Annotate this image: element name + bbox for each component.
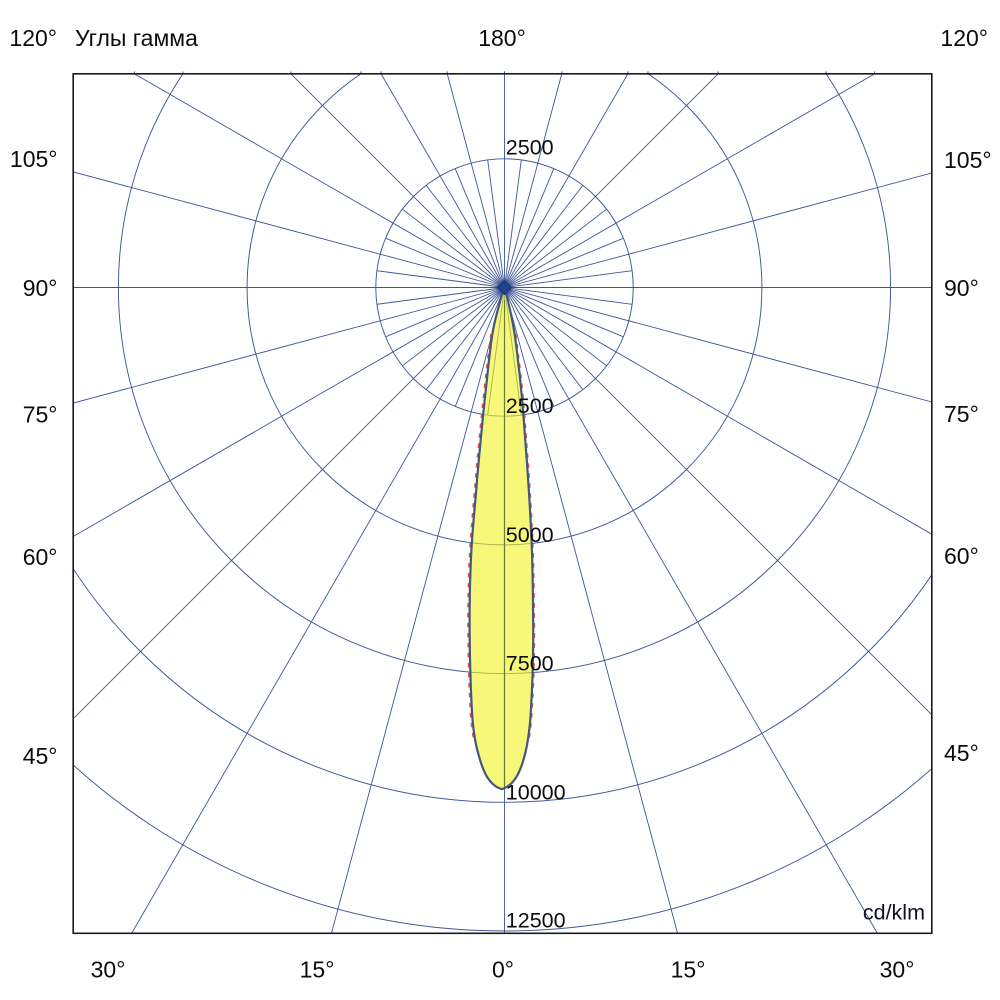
svg-text:120°: 120°: [940, 25, 988, 51]
svg-text:2500: 2500: [506, 136, 554, 160]
svg-text:30°: 30°: [91, 957, 126, 983]
svg-text:7500: 7500: [506, 652, 554, 676]
svg-text:2500: 2500: [506, 394, 554, 418]
svg-text:45°: 45°: [944, 740, 979, 766]
svg-text:5000: 5000: [506, 523, 554, 547]
svg-text:12500: 12500: [506, 909, 566, 933]
svg-text:0°: 0°: [492, 957, 514, 983]
svg-text:90°: 90°: [944, 275, 979, 301]
svg-text:Углы гамма: Углы гамма: [75, 25, 198, 51]
svg-text:75°: 75°: [23, 402, 58, 428]
svg-text:105°: 105°: [944, 147, 992, 173]
svg-text:105°: 105°: [10, 146, 58, 172]
svg-text:30°: 30°: [880, 957, 915, 983]
svg-text:75°: 75°: [944, 401, 979, 427]
svg-text:10000: 10000: [506, 780, 566, 804]
svg-text:60°: 60°: [944, 543, 979, 569]
svg-text:cd/klm: cd/klm: [863, 901, 925, 925]
svg-text:90°: 90°: [23, 275, 58, 301]
svg-text:45°: 45°: [23, 743, 58, 769]
svg-text:120°: 120°: [9, 25, 57, 51]
svg-text:180°: 180°: [478, 25, 526, 51]
svg-text:15°: 15°: [300, 957, 335, 983]
svg-text:60°: 60°: [23, 544, 58, 570]
svg-text:15°: 15°: [671, 957, 706, 983]
